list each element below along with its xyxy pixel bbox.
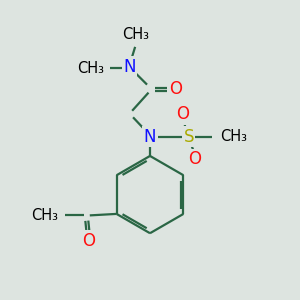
Text: N: N bbox=[144, 128, 156, 146]
Text: S: S bbox=[183, 128, 194, 146]
Text: CH₃: CH₃ bbox=[32, 208, 58, 223]
Text: O: O bbox=[176, 105, 189, 123]
Text: O: O bbox=[188, 150, 201, 168]
Text: N: N bbox=[123, 58, 135, 76]
Text: CH₃: CH₃ bbox=[77, 61, 104, 76]
Text: O: O bbox=[82, 232, 95, 250]
Text: O: O bbox=[169, 80, 182, 98]
Text: CH₃: CH₃ bbox=[122, 26, 148, 41]
Text: CH₃: CH₃ bbox=[220, 129, 247, 144]
